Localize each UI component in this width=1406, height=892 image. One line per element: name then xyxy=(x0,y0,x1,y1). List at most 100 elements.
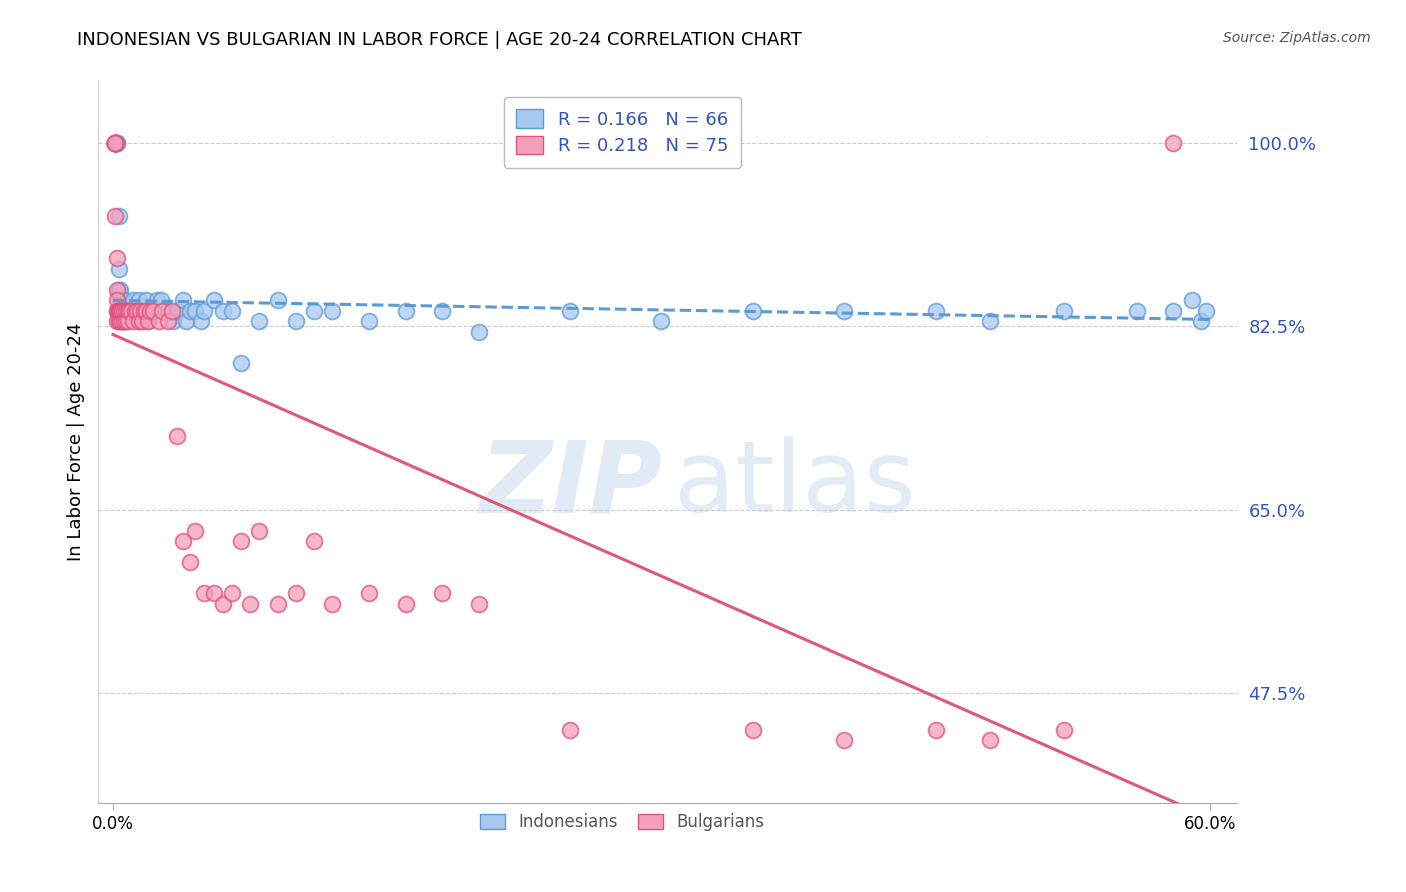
Point xyxy=(105,252,128,266)
Point xyxy=(142,303,165,318)
Point xyxy=(107,314,129,328)
Point xyxy=(979,733,1001,747)
Point xyxy=(107,210,129,224)
Point xyxy=(239,597,262,611)
Point xyxy=(1052,723,1074,737)
Point xyxy=(117,303,139,318)
Point xyxy=(193,586,215,600)
Point xyxy=(110,293,132,308)
Point xyxy=(284,314,307,328)
Text: atlas: atlas xyxy=(673,436,915,533)
Point xyxy=(1189,314,1212,328)
Text: ZIP: ZIP xyxy=(479,436,662,533)
Point xyxy=(1125,303,1147,318)
Point xyxy=(1180,293,1202,308)
Point xyxy=(138,303,160,318)
Point xyxy=(125,303,148,318)
Point xyxy=(832,303,855,318)
Point xyxy=(105,136,128,150)
Text: Source: ZipAtlas.com: Source: ZipAtlas.com xyxy=(1223,31,1371,45)
Point xyxy=(104,136,127,150)
Point xyxy=(104,136,127,150)
Point xyxy=(211,597,233,611)
Point xyxy=(924,303,946,318)
Point xyxy=(467,325,489,339)
Point xyxy=(136,314,159,328)
Point xyxy=(156,303,179,318)
Point xyxy=(430,586,453,600)
Point xyxy=(558,303,581,318)
Point xyxy=(1161,303,1184,318)
Point xyxy=(118,303,141,318)
Point xyxy=(302,303,325,318)
Point xyxy=(111,314,134,328)
Point xyxy=(111,293,134,308)
Point xyxy=(148,314,170,328)
Point xyxy=(111,303,134,318)
Point xyxy=(193,303,215,318)
Point xyxy=(284,586,307,600)
Point xyxy=(112,314,135,328)
Point xyxy=(134,303,156,318)
Point xyxy=(558,723,581,737)
Point xyxy=(110,303,132,318)
Point xyxy=(142,303,165,318)
Point xyxy=(117,314,139,328)
Point xyxy=(741,723,763,737)
Point xyxy=(110,303,132,318)
Point xyxy=(160,303,183,318)
Point xyxy=(115,303,138,318)
Y-axis label: In Labor Force | Age 20-24: In Labor Force | Age 20-24 xyxy=(66,322,84,561)
Point xyxy=(136,314,159,328)
Point xyxy=(156,314,179,328)
Point xyxy=(321,303,343,318)
Point xyxy=(120,303,142,318)
Point xyxy=(124,303,146,318)
Point xyxy=(111,303,134,318)
Point xyxy=(104,136,127,150)
Point xyxy=(1052,303,1074,318)
Point xyxy=(107,261,129,276)
Point xyxy=(135,303,157,318)
Point xyxy=(149,293,172,308)
Point xyxy=(302,534,325,549)
Point xyxy=(153,303,176,318)
Point xyxy=(211,303,233,318)
Point xyxy=(107,283,129,297)
Point xyxy=(924,723,946,737)
Point xyxy=(650,314,672,328)
Point xyxy=(104,136,127,150)
Point xyxy=(152,303,174,318)
Point xyxy=(120,303,142,318)
Point xyxy=(266,293,288,308)
Point xyxy=(104,210,127,224)
Point xyxy=(111,314,134,328)
Point xyxy=(128,293,150,308)
Point xyxy=(832,733,855,747)
Point xyxy=(357,314,380,328)
Point xyxy=(112,303,135,318)
Point xyxy=(105,283,128,297)
Point xyxy=(162,314,184,328)
Point xyxy=(467,597,489,611)
Point xyxy=(124,303,146,318)
Point xyxy=(105,293,128,308)
Point xyxy=(138,303,160,318)
Point xyxy=(166,429,188,443)
Point xyxy=(321,597,343,611)
Point xyxy=(202,293,225,308)
Point xyxy=(107,303,129,318)
Point xyxy=(107,303,129,318)
Point xyxy=(112,293,135,308)
Point xyxy=(221,303,243,318)
Point xyxy=(131,314,153,328)
Point xyxy=(111,303,134,318)
Point xyxy=(179,555,201,569)
Point xyxy=(122,293,145,308)
Point xyxy=(135,293,157,308)
Point xyxy=(105,303,128,318)
Point xyxy=(247,524,270,538)
Point xyxy=(172,293,194,308)
Point xyxy=(115,314,138,328)
Point xyxy=(247,314,270,328)
